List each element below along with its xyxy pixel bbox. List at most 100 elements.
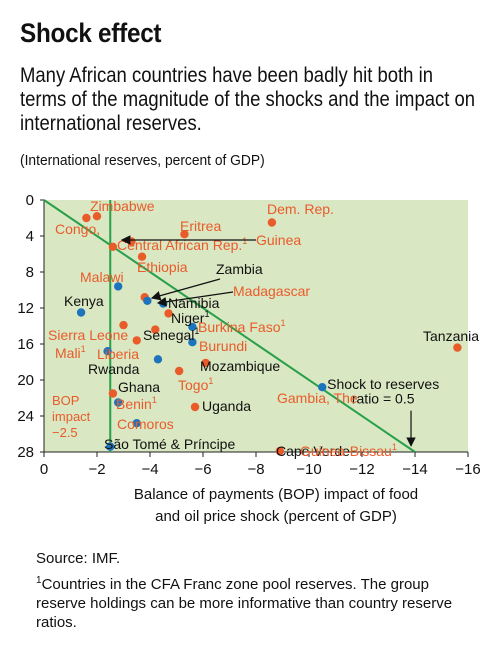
plot-background xyxy=(44,200,468,452)
x-tick-label: −10 xyxy=(296,461,321,478)
label-togo-footnote-mark: 1 xyxy=(208,376,213,386)
label-niger-footnote-mark: 1 xyxy=(204,309,209,319)
label-ghana: Ghana xyxy=(118,379,160,395)
point-gambia-the xyxy=(174,366,184,376)
label-benin-footnote-mark: 1 xyxy=(152,395,157,405)
y-tick-label: 4 xyxy=(26,228,34,245)
label-madagascar: Madagascar xyxy=(233,283,310,299)
label-burundi: Burundi xyxy=(199,338,247,354)
point-ghana xyxy=(318,383,327,392)
y-tick-label: 28 xyxy=(17,444,34,461)
x-tick-label: −8 xyxy=(247,461,264,478)
point-niger xyxy=(76,308,86,317)
scatter-chart: 0 −2 −4 −6 −8 −10 −12 −14 −16 0 4 8 12 16 20 24 28 Balanc… xyxy=(17,192,480,525)
point-comoros xyxy=(190,402,200,412)
point-senegal xyxy=(188,322,197,332)
source-note: Source: IMF. xyxy=(36,550,121,567)
x-tick-label: 0 xyxy=(40,461,48,478)
y-tick-label: 24 xyxy=(17,408,34,425)
label-benin: Benin1 xyxy=(116,395,157,412)
label-gambia-the: Gambia, The xyxy=(277,390,358,406)
label-guinea: Guinea xyxy=(256,232,301,248)
label-malawi: Malawi xyxy=(80,269,124,285)
reserves-ratio-line xyxy=(43,199,416,453)
page-subtitle: Many African countries have been badly h… xyxy=(20,64,476,135)
label-senegal-footnote-mark: 1 xyxy=(194,326,199,336)
label-zimbabwe: Zimbabwe xyxy=(90,198,155,214)
point-malawi xyxy=(137,252,147,261)
y-tick-label: 20 xyxy=(17,372,34,389)
x-tick-label: −2 xyxy=(88,461,105,478)
label-burkina-faso-footnote-mark: 1 xyxy=(280,318,285,328)
label-dem-rep: Dem. Rep. xyxy=(267,201,334,217)
label-togo: Togo1 xyxy=(178,376,213,393)
label-comoros: Comoros xyxy=(117,416,174,432)
point-mozambique xyxy=(153,355,163,364)
label-central-african-rep-footnote-mark: 1 xyxy=(242,236,247,246)
arrow-namibia xyxy=(156,291,234,307)
point-namibia xyxy=(143,296,152,305)
label-sierra-leone: Sierra Leone xyxy=(48,327,128,343)
units-label: (International reserves, percent of GDP) xyxy=(20,152,265,169)
label-mali-footnote-mark: 1 xyxy=(81,344,86,354)
label-namibia: Namibia xyxy=(168,295,220,311)
ratio-label-line2: ratio = 0.5 xyxy=(352,390,415,406)
label-burkina-faso: Burkina Faso1 xyxy=(198,318,286,335)
label-eritrea: Eritrea xyxy=(180,218,221,234)
label-niger: Niger1 xyxy=(171,309,209,326)
point-guinea xyxy=(180,230,189,239)
label-rwanda: Rwanda xyxy=(88,361,140,377)
point-benin xyxy=(108,389,118,398)
y-tick-label: 8 xyxy=(26,264,34,281)
x-tick-label: −4 xyxy=(141,461,158,478)
bop-label-line3: −2.5 xyxy=(52,425,78,440)
point-zimbabwe xyxy=(82,213,91,223)
label-kenya: Kenya xyxy=(64,293,104,309)
label-senegal: Senegal1 xyxy=(143,326,199,343)
point-sao-tome-principe xyxy=(106,442,115,451)
bop-label-line1: BOP xyxy=(52,393,79,408)
point-liberia xyxy=(453,343,462,352)
label-tanzania: Tanzania xyxy=(423,328,479,344)
arrow-madagascar xyxy=(150,278,221,301)
y-tick-label: 12 xyxy=(17,300,34,317)
point-congo-dem-rep xyxy=(92,212,102,221)
x-tick-label: −14 xyxy=(402,461,427,478)
point-uganda xyxy=(114,398,123,407)
point-cape-verde xyxy=(132,419,141,428)
label-cape-verde: Cape Verde xyxy=(276,443,350,459)
footnote-text: Countries in the CFA Franc zone pool res… xyxy=(36,576,453,631)
y-tick-label: 0 xyxy=(26,192,34,209)
label-sao-tome-principe: São Tomé & Príncipe xyxy=(104,436,235,452)
point-burkina-faso xyxy=(119,320,128,330)
point-burundi xyxy=(151,325,160,334)
point-kenya xyxy=(159,299,168,308)
point-guinea-bissau xyxy=(275,446,285,456)
x-tick-label: −12 xyxy=(349,461,374,478)
bop-label-line2: impact xyxy=(52,409,91,424)
label-zambia: Zambia xyxy=(216,261,263,277)
label-uganda: Uganda xyxy=(202,398,251,414)
x-axis-label-line2: and oil price shock (percent of GDP) xyxy=(155,508,397,525)
footnote: 1Countries in the CFA Franc zone pool re… xyxy=(36,571,456,632)
ratio-label-line1: Shock to reserves xyxy=(327,376,439,392)
label-guinea-bissau-footnote-mark: 1 xyxy=(392,442,397,452)
point-tanzania xyxy=(188,338,197,347)
label-central-african-rep: Central African Rep.1 xyxy=(117,236,247,253)
footnote-mark: 1 xyxy=(36,575,42,586)
point-rwanda xyxy=(103,347,112,356)
label-liberia: Liberia xyxy=(97,346,139,362)
y-tick-label: 16 xyxy=(17,336,34,353)
point-ethiopia xyxy=(108,242,118,251)
label-ethiopia: Ethiopia xyxy=(137,259,188,275)
label-mozambique: Mozambique xyxy=(200,358,280,374)
point-eritrea xyxy=(267,218,277,227)
label-guinea-bissau: Guinea-Bissau1 xyxy=(300,442,397,459)
x-tick-label: −6 xyxy=(194,461,211,478)
label-mali: Mali1 xyxy=(55,344,86,361)
page-title: Shock effect xyxy=(20,18,162,48)
point-sierra-leone xyxy=(164,309,173,318)
point-zambia xyxy=(114,282,123,291)
x-tick-label: −16 xyxy=(455,461,480,478)
label-congo: Congo, xyxy=(55,221,100,237)
